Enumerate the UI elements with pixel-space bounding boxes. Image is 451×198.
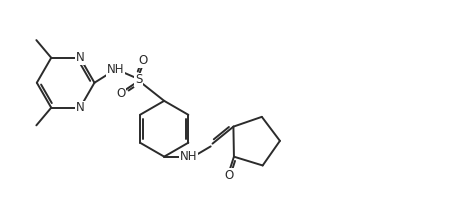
Text: N: N	[75, 51, 84, 64]
Text: O: O	[224, 169, 234, 182]
Text: O: O	[116, 87, 125, 100]
Text: NH: NH	[179, 150, 197, 163]
Text: NH: NH	[106, 63, 124, 76]
Text: S: S	[135, 73, 142, 87]
Text: O: O	[138, 54, 147, 67]
Text: N: N	[75, 101, 84, 114]
